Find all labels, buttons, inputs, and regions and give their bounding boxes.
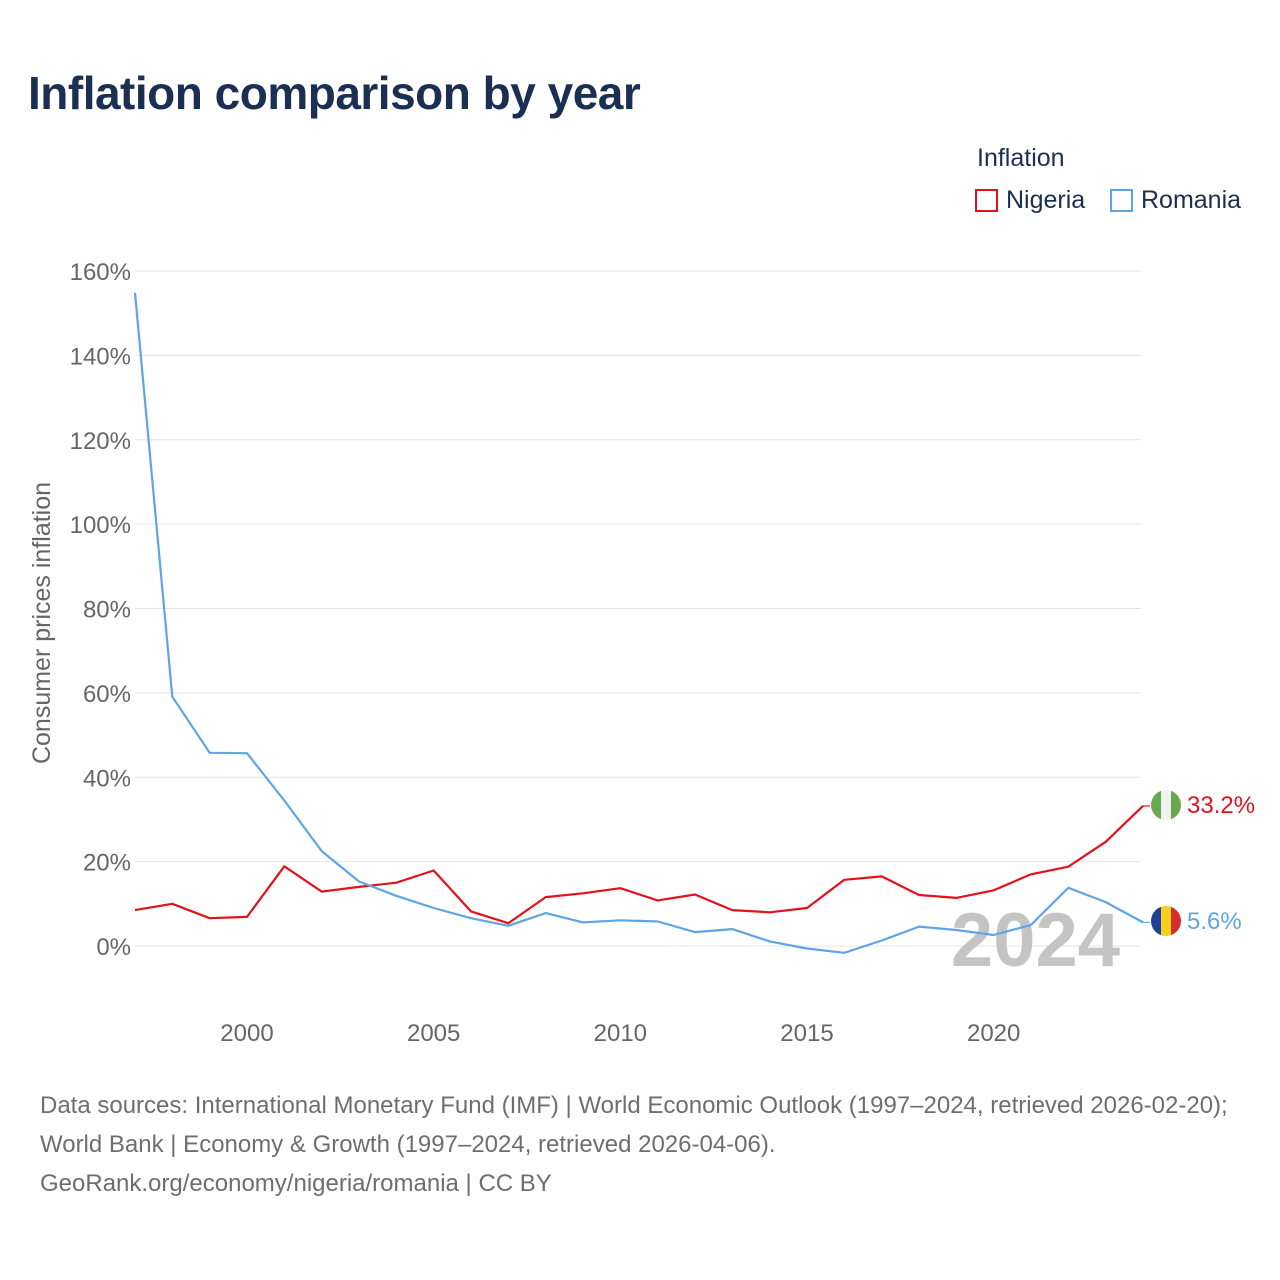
- series-line-nigeria: [134, 805, 1144, 925]
- end-label-romania: 5.6%: [1187, 908, 1242, 935]
- y-tick-label: 20%: [83, 850, 131, 877]
- nigeria-flag-icon: [1151, 790, 1181, 820]
- x-tick-label: 2010: [594, 1020, 647, 1047]
- y-axis-label: Consumer prices inflation: [28, 482, 56, 764]
- legend-title: Inflation: [977, 144, 1065, 172]
- legend-label-nigeria: Nigeria: [1006, 185, 1086, 214]
- y-tick-label: 140%: [70, 343, 131, 370]
- y-tick-label: 80%: [83, 597, 131, 624]
- series-line-romania: [133, 292, 1144, 954]
- legend-item-nigeria[interactable]: Nigeria: [975, 186, 1085, 214]
- x-tick-label: 2005: [407, 1020, 460, 1047]
- legend-swatch-nigeria: [975, 188, 998, 212]
- y-tick-label: 160%: [70, 259, 131, 286]
- x-tick-label: 2020: [967, 1020, 1020, 1047]
- y-axis-ticks: 0% 20% 40% 60% 80% 100% 120% 140% 160%: [70, 259, 131, 961]
- year-watermark: 2024: [951, 898, 1120, 983]
- y-tick-label: 0%: [96, 934, 131, 961]
- footer: Data sources: International Monetary Fun…: [40, 1086, 1250, 1203]
- grid-lines: [135, 270, 1141, 947]
- y-tick-label: 40%: [83, 765, 131, 792]
- legend-swatch-romania: [1110, 188, 1133, 212]
- attribution-link[interactable]: GeoRank.org/economy/nigeria/romania | CC…: [40, 1170, 552, 1197]
- y-tick-label: 120%: [70, 428, 131, 455]
- end-label-nigeria: 33.2%: [1187, 792, 1255, 819]
- x-tick-label: 2015: [780, 1020, 833, 1047]
- legend-item-romania[interactable]: Romania: [1110, 186, 1241, 214]
- series-lines: [133, 292, 1144, 954]
- chart-title: Inflation comparison by year: [28, 67, 641, 119]
- x-tick-label: 2000: [220, 1020, 273, 1047]
- legend-label-romania: Romania: [1141, 185, 1242, 214]
- y-tick-label: 100%: [70, 512, 131, 539]
- y-tick-label: 60%: [83, 681, 131, 708]
- romania-flag-icon: [1151, 906, 1181, 936]
- data-sources-note: Data sources: International Monetary Fun…: [40, 1092, 1228, 1158]
- end-labels: 33.2% 5.6%: [1143, 792, 1255, 935]
- line-chart: 0%20%40%60%80%100%120%140%160% 2000 2005 2…: [28, 259, 1255, 1047]
- x-axis-ticks: 2000 2005 2010 2015 2020: [220, 1020, 1020, 1047]
